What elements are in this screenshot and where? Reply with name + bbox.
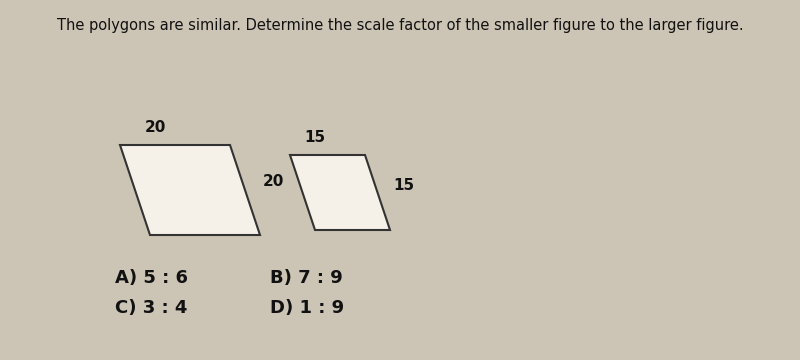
- Polygon shape: [120, 145, 260, 235]
- Text: B) 7 : 9: B) 7 : 9: [270, 269, 342, 287]
- Text: A) 5 : 6: A) 5 : 6: [115, 269, 188, 287]
- Polygon shape: [290, 155, 390, 230]
- Text: 15: 15: [305, 130, 326, 145]
- Text: C) 3 : 4: C) 3 : 4: [115, 299, 187, 317]
- Text: 20: 20: [263, 175, 284, 189]
- Text: D) 1 : 9: D) 1 : 9: [270, 299, 344, 317]
- Text: 20: 20: [144, 120, 166, 135]
- Text: The polygons are similar. Determine the scale factor of the smaller figure to th: The polygons are similar. Determine the …: [57, 18, 743, 33]
- Text: 15: 15: [393, 177, 414, 193]
